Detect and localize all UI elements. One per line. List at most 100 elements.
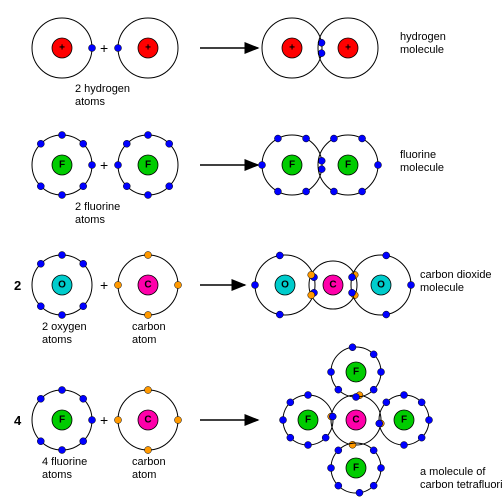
diagram-label: atoms bbox=[75, 214, 105, 226]
electron bbox=[329, 413, 336, 420]
diagram-label: atoms bbox=[75, 96, 105, 108]
diagram-label: 2 hydrogen bbox=[75, 83, 130, 95]
electron bbox=[59, 132, 66, 139]
electron bbox=[328, 369, 335, 376]
nucleus-label: + bbox=[59, 43, 65, 54]
diagram-label: atoms bbox=[42, 469, 72, 481]
electron bbox=[59, 447, 66, 454]
electron bbox=[305, 442, 312, 449]
electron bbox=[80, 260, 87, 267]
electron bbox=[59, 252, 66, 259]
chemistry-diagram: +++++2 hydrogenatomshydrogenmoleculeFF+F… bbox=[0, 0, 503, 502]
diagram-label: 2 fluorine bbox=[75, 201, 120, 213]
electron bbox=[378, 369, 385, 376]
nucleus-label: + bbox=[345, 43, 351, 54]
electron bbox=[376, 420, 383, 427]
electron bbox=[89, 45, 96, 52]
electron bbox=[370, 386, 377, 393]
nucleus-label: F bbox=[305, 415, 311, 426]
nucleus-label: F bbox=[289, 160, 295, 171]
electron bbox=[370, 482, 377, 489]
electron bbox=[37, 183, 44, 190]
electron bbox=[330, 188, 337, 195]
electron bbox=[335, 482, 342, 489]
electron bbox=[335, 447, 342, 454]
electron bbox=[276, 252, 283, 259]
electron bbox=[401, 392, 408, 399]
electron bbox=[37, 140, 44, 147]
coefficient: 4 bbox=[14, 413, 22, 428]
plus-sign: + bbox=[100, 412, 108, 428]
electron bbox=[378, 465, 385, 472]
electron bbox=[123, 183, 130, 190]
electron bbox=[383, 311, 390, 318]
electron bbox=[353, 394, 360, 401]
electron bbox=[401, 442, 408, 449]
electron bbox=[426, 417, 433, 424]
electron bbox=[330, 135, 337, 142]
nucleus-label: F bbox=[401, 415, 407, 426]
electron bbox=[308, 292, 315, 299]
nucleus-label: O bbox=[58, 280, 66, 291]
electron bbox=[359, 135, 366, 142]
electron bbox=[375, 162, 382, 169]
electron bbox=[276, 311, 283, 318]
electron bbox=[418, 434, 425, 441]
nucleus-label: C bbox=[144, 280, 151, 291]
electron bbox=[175, 282, 182, 289]
electron bbox=[252, 282, 259, 289]
diagram-label: atom bbox=[132, 469, 156, 481]
electron bbox=[318, 166, 325, 173]
electron bbox=[259, 162, 266, 169]
electron bbox=[115, 417, 122, 424]
electron bbox=[349, 289, 356, 296]
electron bbox=[37, 260, 44, 267]
diagram-label: molecule bbox=[400, 162, 444, 174]
electron bbox=[335, 386, 342, 393]
plus-sign: + bbox=[100, 40, 108, 56]
electron bbox=[356, 489, 363, 496]
electron bbox=[115, 162, 122, 169]
electron bbox=[80, 438, 87, 445]
electron bbox=[308, 271, 315, 278]
electron bbox=[383, 399, 390, 406]
diagram-label: carbon bbox=[132, 321, 166, 333]
diagram-label: carbon tetrafluoride bbox=[420, 479, 503, 491]
electron bbox=[349, 274, 356, 281]
electron bbox=[123, 140, 130, 147]
electron bbox=[80, 303, 87, 310]
electron bbox=[145, 312, 152, 319]
diagram-label: carbon dioxide bbox=[420, 269, 492, 281]
electron bbox=[287, 399, 294, 406]
nucleus-label: C bbox=[352, 415, 359, 426]
electron bbox=[115, 282, 122, 289]
electron bbox=[175, 417, 182, 424]
diagram-label: molecule bbox=[420, 282, 464, 294]
electron bbox=[408, 282, 415, 289]
electron bbox=[349, 441, 356, 448]
coefficient: 2 bbox=[14, 278, 21, 293]
electron bbox=[318, 157, 325, 164]
nucleus-label: F bbox=[345, 160, 351, 171]
nucleus-label: + bbox=[289, 43, 295, 54]
electron bbox=[37, 395, 44, 402]
diagram-label: 2 oxygen bbox=[42, 321, 87, 333]
electron bbox=[145, 252, 152, 259]
electron bbox=[370, 447, 377, 454]
electron bbox=[305, 392, 312, 399]
electron bbox=[322, 434, 329, 441]
nucleus-label: F bbox=[59, 160, 65, 171]
electron bbox=[145, 192, 152, 199]
electron bbox=[37, 438, 44, 445]
electron bbox=[59, 312, 66, 319]
nucleus-label: C bbox=[329, 280, 336, 291]
nucleus-label: O bbox=[377, 280, 385, 291]
diagram-label: fluorine bbox=[400, 149, 436, 161]
nucleus-label: C bbox=[144, 415, 151, 426]
electron bbox=[349, 344, 356, 351]
electron bbox=[80, 140, 87, 147]
nucleus-label: F bbox=[59, 415, 65, 426]
electron bbox=[89, 417, 96, 424]
electron bbox=[166, 140, 173, 147]
diagram-label: atom bbox=[132, 334, 156, 346]
